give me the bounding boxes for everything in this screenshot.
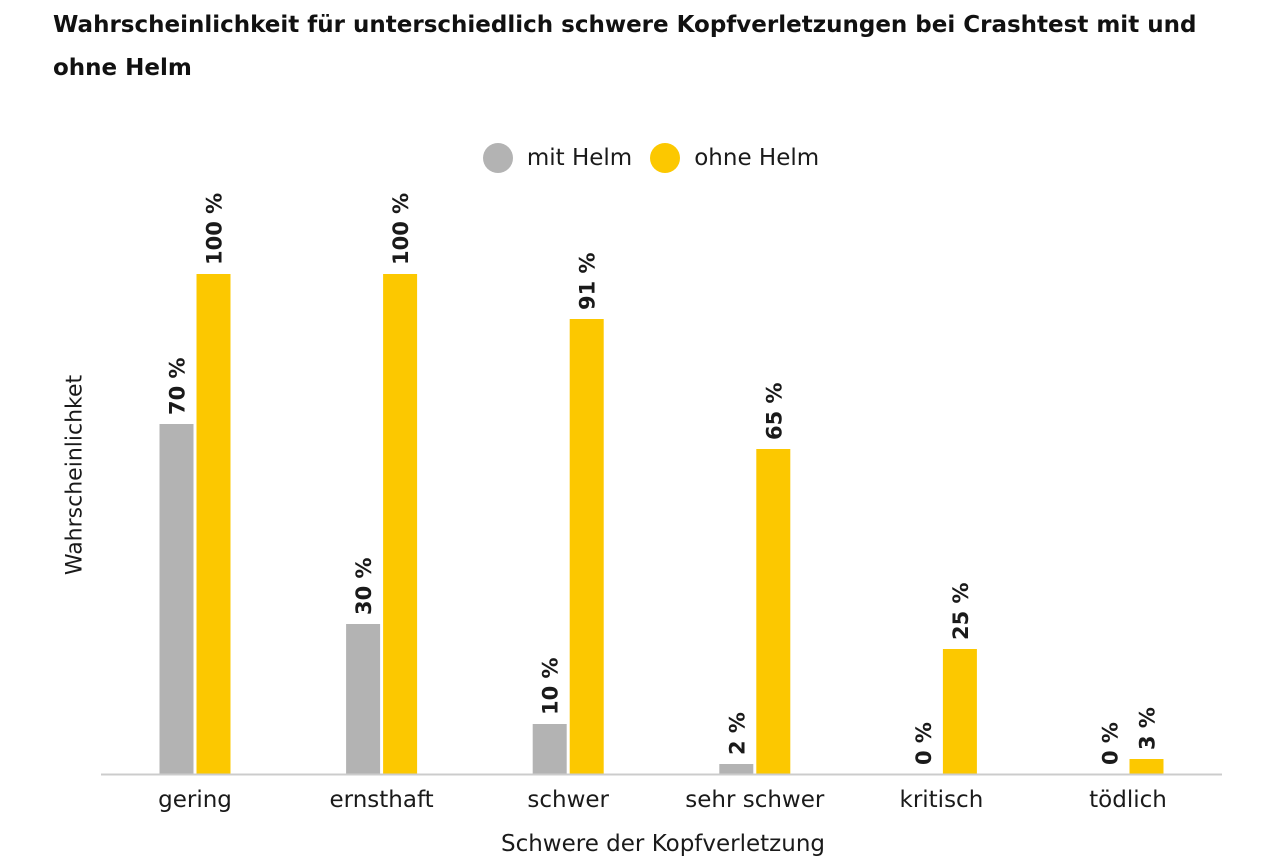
- legend-item-ohne-helm: ohne Helm: [650, 143, 819, 173]
- bar-ohne-helm: [756, 449, 791, 774]
- data-label-ohne-helm: 100 %: [203, 193, 227, 265]
- y-axis-label: Wahrscheinlichket: [62, 374, 88, 576]
- x-tick-label: ernsthaft: [330, 787, 434, 813]
- x-tick-label: schwer: [527, 787, 609, 813]
- x-tick-label: tödlich: [1089, 787, 1167, 813]
- data-label-ohne-helm: 25 %: [949, 582, 973, 640]
- legend-swatch-ohne-helm: [650, 143, 681, 173]
- data-label-ohne-helm: 91 %: [576, 252, 600, 310]
- x-tick-label: sehr schwer: [685, 787, 825, 813]
- x-tick-label: kritisch: [900, 787, 984, 813]
- bar-mit-helm: [532, 724, 567, 774]
- legend-label-mit-helm: mit Helm: [526, 145, 633, 171]
- legend: mit Helm ohne Helm: [0, 138, 1280, 178]
- bar-ohne-helm: [569, 319, 604, 774]
- data-label-mit-helm: 70 %: [166, 357, 190, 415]
- data-label-mit-helm: 2 %: [725, 712, 749, 755]
- data-label-ohne-helm: 3 %: [1136, 707, 1160, 750]
- legend-item-mit-helm: mit Helm: [482, 143, 633, 173]
- x-tick-label: gering: [158, 787, 232, 813]
- data-label-ohne-helm: 65 %: [762, 382, 786, 440]
- bar-ohne-helm: [942, 649, 977, 774]
- legend-swatch-mit-helm: [482, 143, 513, 173]
- data-label-ohne-helm: 100 %: [389, 193, 413, 265]
- bar-ohne-helm: [196, 274, 231, 774]
- bar-mit-helm: [346, 624, 381, 774]
- bar-mit-helm: [159, 424, 194, 774]
- bar-mit-helm: [719, 764, 754, 774]
- x-axis-label: Schwere der Kopfverletzung: [500, 831, 826, 857]
- bar-ohne-helm: [383, 274, 418, 774]
- data-label-mit-helm: 10 %: [539, 657, 563, 715]
- data-label-mit-helm: 0 %: [1099, 722, 1123, 765]
- legend-label-ohne-helm: ohne Helm: [694, 145, 820, 171]
- data-label-mit-helm: 0 %: [912, 722, 936, 765]
- bar-ohne-helm: [1129, 759, 1164, 774]
- chart-title: Wahrscheinlichkeit für unterschiedlich s…: [53, 12, 1197, 81]
- data-label-mit-helm: 30 %: [352, 557, 376, 615]
